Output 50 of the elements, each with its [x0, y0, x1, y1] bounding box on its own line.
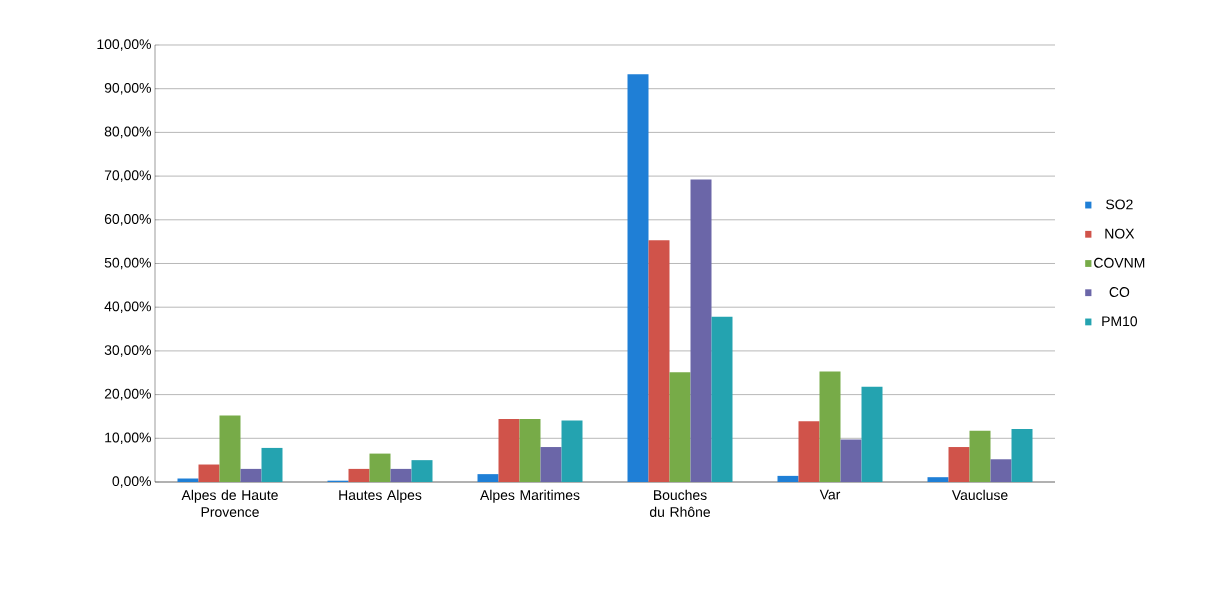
- bar: [561, 420, 583, 482]
- bar: [369, 453, 391, 482]
- bar: [969, 430, 991, 482]
- bar: [648, 240, 670, 482]
- y-tick-label: 10,00%: [105, 432, 151, 445]
- legend-label: SO2: [1106, 199, 1133, 210]
- bar: [540, 447, 562, 482]
- bar: [711, 316, 733, 482]
- bar: [627, 74, 649, 482]
- y-tick-label: 80,00%: [104, 126, 151, 139]
- bar: [390, 468, 412, 482]
- bar: [1011, 429, 1033, 482]
- bar: [669, 372, 691, 482]
- legend-label: PM10: [1102, 316, 1138, 327]
- y-tick-label: 90,00%: [104, 82, 151, 95]
- y-tick-label: 100,00%: [97, 39, 151, 51]
- bar: [990, 459, 1012, 482]
- y-tick-label: 20,00%: [104, 388, 151, 401]
- x-tick-label: Hautes Alpes: [339, 489, 422, 503]
- y-tick-label: 30,00%: [104, 345, 151, 357]
- bar: [240, 468, 262, 482]
- bar: [819, 371, 841, 482]
- bar: [498, 419, 520, 482]
- x-tick-label: Var: [819, 489, 841, 500]
- bar: [219, 415, 241, 482]
- bar: [411, 460, 433, 482]
- bar: [861, 386, 883, 482]
- bar: [927, 477, 949, 482]
- legend-label: CO: [1109, 287, 1130, 297]
- x-tick-label: Bouches du Rhône: [649, 489, 710, 517]
- y-tick-label: 60,00%: [104, 214, 151, 226]
- legend-label: NOX: [1105, 228, 1135, 239]
- y-tick-label: 0,00%: [112, 476, 151, 488]
- bar: [690, 179, 712, 482]
- bar: [261, 447, 283, 482]
- bar: [348, 468, 370, 482]
- x-tick-label: Vaucluse: [951, 489, 1008, 501]
- y-tick-label: 40,00%: [104, 301, 151, 313]
- bar: [777, 475, 799, 482]
- bar: [948, 447, 970, 482]
- bar: [798, 421, 820, 482]
- y-tick-label: 50,00%: [104, 257, 151, 270]
- legend-label: COVNM: [1094, 257, 1145, 268]
- x-tick-label: Alpes de Haute Provence: [181, 489, 278, 517]
- y-tick-label: 70,00%: [104, 170, 151, 182]
- bar: [198, 464, 220, 482]
- bar: [519, 419, 541, 482]
- bar: [840, 439, 862, 482]
- bar: [477, 474, 499, 482]
- x-tick-label: Alpes Maritimes: [480, 489, 580, 503]
